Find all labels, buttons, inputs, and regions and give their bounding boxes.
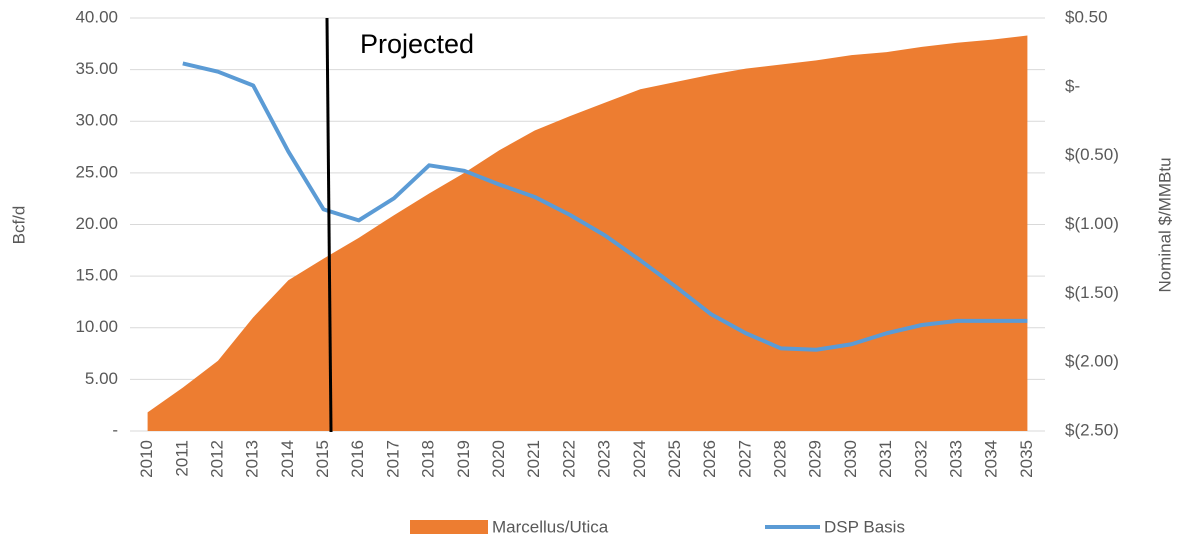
x-tick-label: 2014: [278, 440, 297, 478]
x-tick-label: 2025: [665, 440, 684, 478]
x-tick-label: 2031: [876, 440, 895, 478]
y-tick-label: -: [112, 420, 118, 439]
y2-tick-label: $(0.50): [1065, 145, 1119, 164]
x-tick-label: 2027: [735, 440, 754, 478]
x-tick-label: 2011: [172, 440, 191, 477]
y-tick-label: 20.00: [75, 214, 118, 233]
legend-swatch: [410, 520, 488, 534]
x-tick-label: 2026: [700, 440, 719, 478]
y2-tick-label: $(2.50): [1065, 420, 1119, 439]
y-tick-label: 5.00: [85, 369, 118, 388]
y2-tick-label: $-: [1065, 76, 1080, 95]
y2-tick-label: $(2.00): [1065, 352, 1119, 371]
x-tick-label: 2030: [841, 440, 860, 478]
x-tick-label: 2029: [806, 440, 825, 478]
projection-divider: [325, 17, 333, 433]
x-tick-label: 2012: [207, 440, 226, 478]
x-tick-label: 2017: [383, 440, 402, 478]
y-axis-title: Bcf/d: [9, 206, 28, 245]
y2-tick-label: $(1.50): [1065, 283, 1119, 302]
y2-tick-label: $0.50: [1065, 7, 1108, 26]
line: [182, 61, 1028, 352]
area: [147, 35, 1028, 432]
y-tick-label: 35.00: [75, 59, 118, 78]
x-tick-label: 2023: [595, 440, 614, 478]
x-tick-label: 2016: [348, 440, 367, 478]
y-tick-label: 25.00: [75, 162, 118, 181]
x-tick-label: 2034: [982, 440, 1001, 478]
y-tick-label: 10.00: [75, 317, 118, 336]
y-tick-label: 15.00: [75, 266, 118, 285]
y-tick-label: 40.00: [75, 7, 118, 26]
x-tick-label: 2018: [419, 440, 438, 478]
y2-tick-label: $(1.00): [1065, 214, 1119, 233]
x-tick-label: 2024: [630, 440, 649, 478]
x-tick-label: 2015: [313, 440, 332, 478]
y2-axis-title: Nominal $/MMBtu: [1155, 157, 1174, 292]
x-tick-label: 2022: [559, 440, 578, 478]
legend-label: DSP Basis: [824, 517, 905, 536]
x-tick-label: 2020: [489, 440, 508, 478]
annotation: Projected: [360, 29, 474, 59]
x-tick-label: 2019: [454, 440, 473, 478]
x-tick-label: 2032: [911, 440, 930, 478]
marks: [147, 35, 1028, 432]
x-tick-label: 2035: [1017, 440, 1036, 478]
y-tick-label: 30.00: [75, 111, 118, 130]
x-tick-label: 2033: [947, 440, 966, 478]
x-tick-label: 2021: [524, 440, 543, 478]
x-tick-label: 2013: [243, 440, 262, 478]
legend-label: Marcellus/Utica: [492, 517, 609, 536]
x-tick-label: 2010: [137, 440, 156, 478]
x-tick-label: 2028: [771, 440, 790, 478]
